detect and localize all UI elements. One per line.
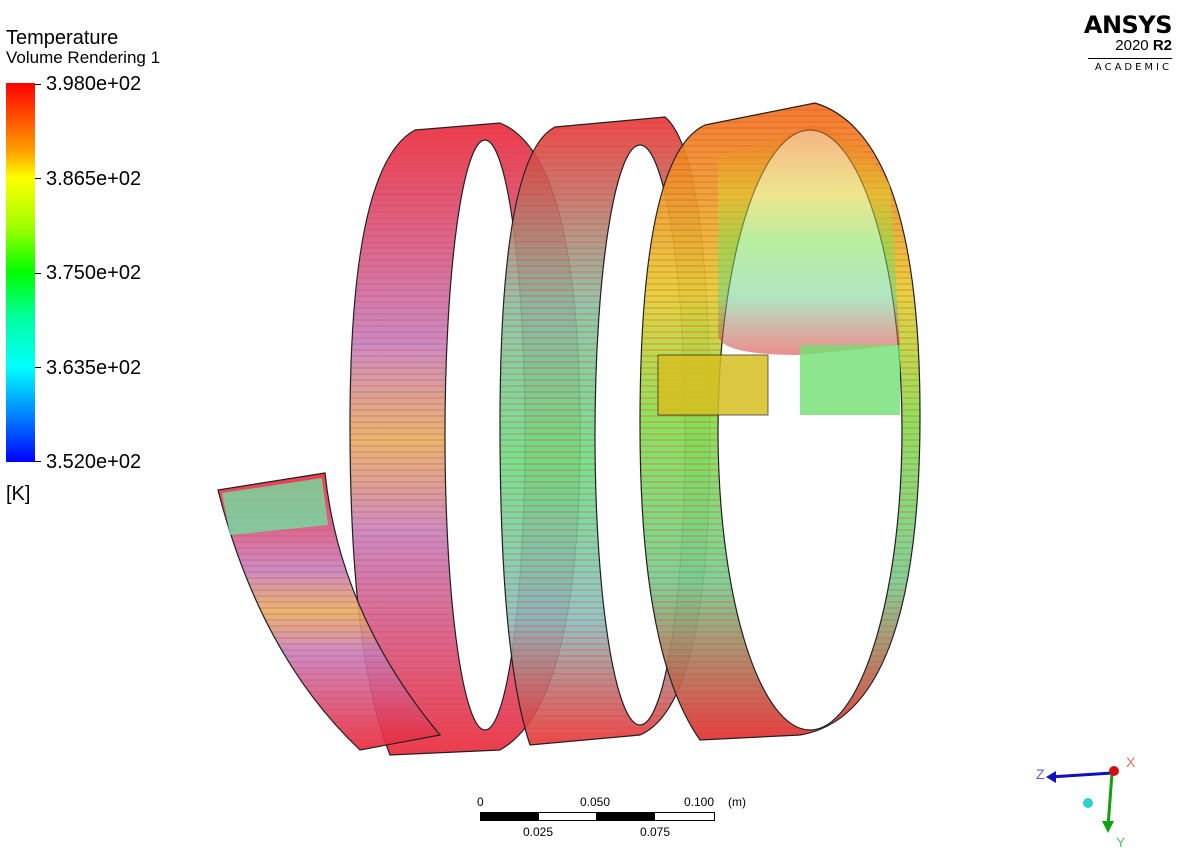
z-axis-label: Z <box>1036 766 1045 782</box>
y-axis-label: Y <box>1116 834 1126 850</box>
scale-segment <box>538 812 597 821</box>
3d-viewport[interactable] <box>200 95 940 765</box>
scale-segment <box>596 812 655 821</box>
legend-tick-label: 3.865e+02 <box>46 168 142 190</box>
coil-turn-3 <box>639 102 921 741</box>
legend-title: Temperature <box>6 27 119 49</box>
logo-version-year: 2020 <box>1115 37 1149 54</box>
legend-max-label: 3.980e+02 <box>46 73 142 95</box>
coil-inlet-end <box>217 472 442 751</box>
colorbar-tick <box>35 461 41 462</box>
axis-triad[interactable]: X Y Z <box>1028 745 1148 850</box>
scale-label: 0.025 <box>523 825 554 839</box>
scale-label: 0.075 <box>640 825 671 839</box>
scale-unit: (m) <box>728 795 746 809</box>
legend-tick-label: 3.635e+02 <box>46 357 142 379</box>
x-axis-label: X <box>1126 754 1136 770</box>
colorbar-tick <box>35 84 41 85</box>
temperature-colorbar <box>6 83 35 462</box>
legend-units: [K] <box>6 483 31 505</box>
z-arrow-icon <box>1046 771 1056 783</box>
scale-label: 0.100 <box>684 795 715 809</box>
x-axis-dot <box>1109 766 1119 776</box>
scale-segment <box>654 812 715 821</box>
colorbar-tick <box>35 367 41 368</box>
legend-tick-label: 3.750e+02 <box>46 262 142 284</box>
colorbar-tick <box>35 178 41 179</box>
logo-name: ANSYS <box>1083 11 1173 39</box>
logo-version-release: R2 <box>1152 37 1172 54</box>
legend-subtitle: Volume Rendering 1 <box>6 48 161 67</box>
legend-min-label: 3.520e+02 <box>46 451 142 473</box>
origin-dot <box>1083 798 1093 808</box>
logo-version: 2020 R2 <box>1062 38 1172 54</box>
logo-divider <box>1088 58 1172 59</box>
scale-label: 0.050 <box>580 795 611 809</box>
y-axis <box>1106 772 1114 828</box>
scale-segment <box>480 812 539 821</box>
ansys-logo: ANSYS 2020 R2 ACADEMIC <box>1062 11 1173 73</box>
z-axis <box>1049 771 1113 779</box>
colorbar-tick <box>35 273 41 274</box>
y-arrow-icon <box>1102 821 1114 833</box>
scale-bar: 0 0.050 0.100 (m) 0.025 0.075 <box>470 795 770 845</box>
logo-edition: ACADEMIC <box>1094 62 1172 73</box>
scale-label: 0 <box>477 795 484 809</box>
